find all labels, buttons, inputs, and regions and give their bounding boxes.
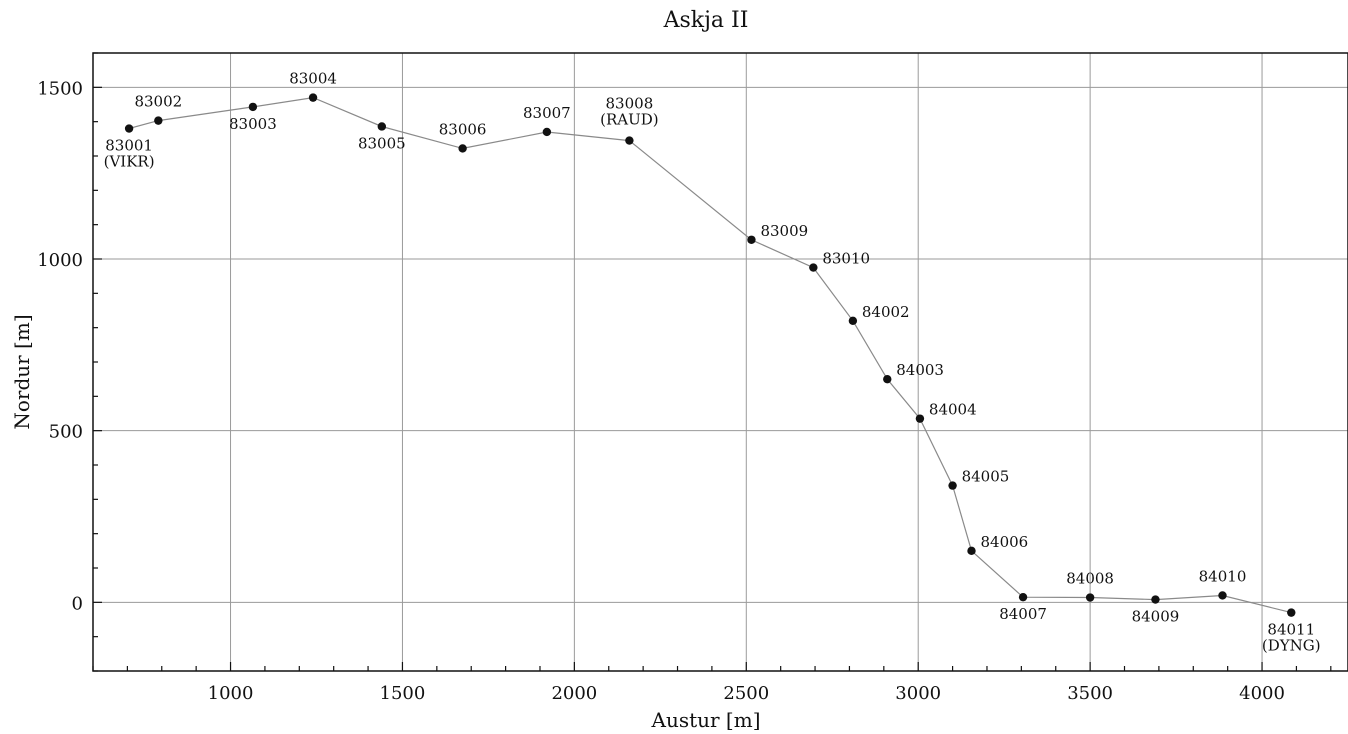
x-tick-label: 3500 (1067, 683, 1113, 704)
point-label: 83004 (289, 70, 337, 88)
y-tick-label: 0 (72, 593, 83, 614)
data-point (948, 481, 957, 490)
data-point (625, 136, 634, 145)
x-tick-label: 2000 (551, 683, 597, 704)
data-point (124, 124, 134, 133)
data-point (308, 93, 318, 102)
chart-title: Askja II (663, 8, 749, 33)
data-point (154, 116, 163, 125)
data-point (915, 414, 925, 423)
data-point (1085, 593, 1095, 602)
survey-line (128, 96, 1292, 614)
data-point (967, 546, 976, 556)
y-tick-label: 1000 (37, 250, 83, 271)
x-tick-label: 1500 (380, 683, 426, 704)
y-tick-label: 500 (49, 422, 83, 443)
point-label: 84011 (1267, 621, 1315, 639)
point-sublabel: (DYNG) (1262, 637, 1321, 655)
point-label: 84003 (896, 361, 944, 379)
x-axis-label: Austur [m] (651, 708, 761, 732)
data-point (458, 144, 467, 153)
grid (93, 53, 1348, 671)
series (124, 93, 1296, 617)
data-point (248, 102, 258, 112)
data-point (809, 263, 818, 272)
x-tick-label: 3000 (895, 683, 941, 704)
data-point (1018, 592, 1028, 602)
data-point (542, 127, 552, 137)
x-tick-label: 1000 (208, 683, 254, 704)
point-label: 83003 (229, 115, 277, 133)
point-sublabel: (RAUD) (600, 111, 659, 129)
data-point (747, 235, 756, 244)
point-label: 83002 (134, 93, 182, 111)
point-labels: 83001(VIKR) 83002 83003 83004 83005 83006 8300… (104, 70, 1321, 655)
point-label: 83005 (358, 134, 406, 152)
point-label: 84010 (1199, 567, 1247, 585)
point-label: 84009 (1132, 608, 1180, 626)
plot-frame (92, 52, 1348, 672)
data-point (848, 316, 858, 325)
data-point (1218, 591, 1227, 600)
point-sublabel: (VIKR) (104, 153, 155, 171)
data-point (1151, 595, 1160, 604)
x-tick-label: 4000 (1239, 683, 1285, 704)
point-label: 84005 (962, 468, 1010, 486)
point-label: 84008 (1066, 570, 1114, 588)
point-label: 83010 (822, 250, 870, 268)
point-label: 83009 (760, 222, 808, 240)
point-label: 84004 (929, 401, 977, 419)
point-label: 84007 (999, 605, 1047, 623)
point-label: 83006 (439, 120, 487, 138)
data-point (1287, 608, 1296, 617)
y-axis-label: Nordur [m] (10, 314, 34, 429)
data-point (883, 374, 892, 384)
data-point (377, 122, 387, 131)
axis-ticks: 1000 1500 2000 2500 3000 3500 4000 0 500 1000 1500 (37, 52, 1332, 704)
point-label: 83008 (606, 95, 654, 113)
point-label: 83001 (105, 137, 153, 155)
y-tick-label: 1500 (37, 78, 83, 99)
point-label: 83007 (523, 104, 571, 122)
x-tick-label: 2500 (723, 683, 769, 704)
point-label: 84006 (981, 533, 1029, 551)
point-label: 84002 (862, 303, 910, 321)
